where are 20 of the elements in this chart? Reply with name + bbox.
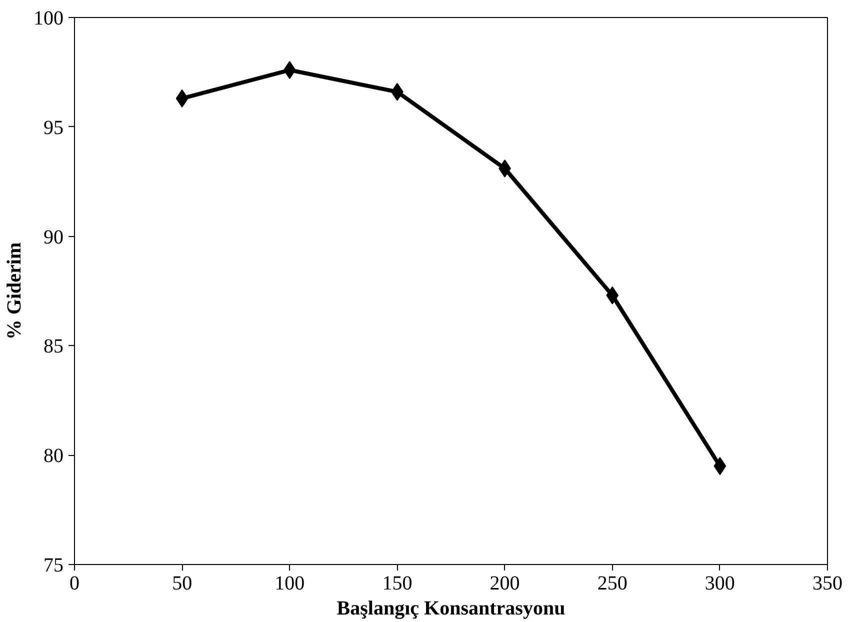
x-tick-label: 200: [490, 572, 520, 594]
x-tick-label: 300: [704, 572, 735, 594]
x-tick-label: 0: [70, 572, 80, 594]
x-tick-label: 150: [382, 572, 412, 594]
y-tick-label: 90: [44, 226, 64, 248]
point: [283, 61, 296, 80]
y-tick-label: 95: [44, 116, 64, 139]
y-tick-label: 80: [44, 445, 64, 468]
y-tick-label: 100: [34, 8, 64, 30]
point: [176, 89, 188, 108]
y-tick-label: 75: [44, 554, 64, 576]
point: [714, 457, 726, 476]
x-axis-title: Başlangıç Konsantrasyonu: [336, 598, 566, 620]
y-axis-title: % Giderim: [4, 242, 26, 340]
x-tick-label: 100: [274, 572, 305, 594]
x-tick-label: 50: [172, 572, 192, 594]
point: [606, 286, 619, 304]
x-tick-label: 350: [812, 572, 842, 594]
y-tick-label: 85: [44, 336, 64, 358]
x-tick-label: 250: [597, 572, 628, 594]
